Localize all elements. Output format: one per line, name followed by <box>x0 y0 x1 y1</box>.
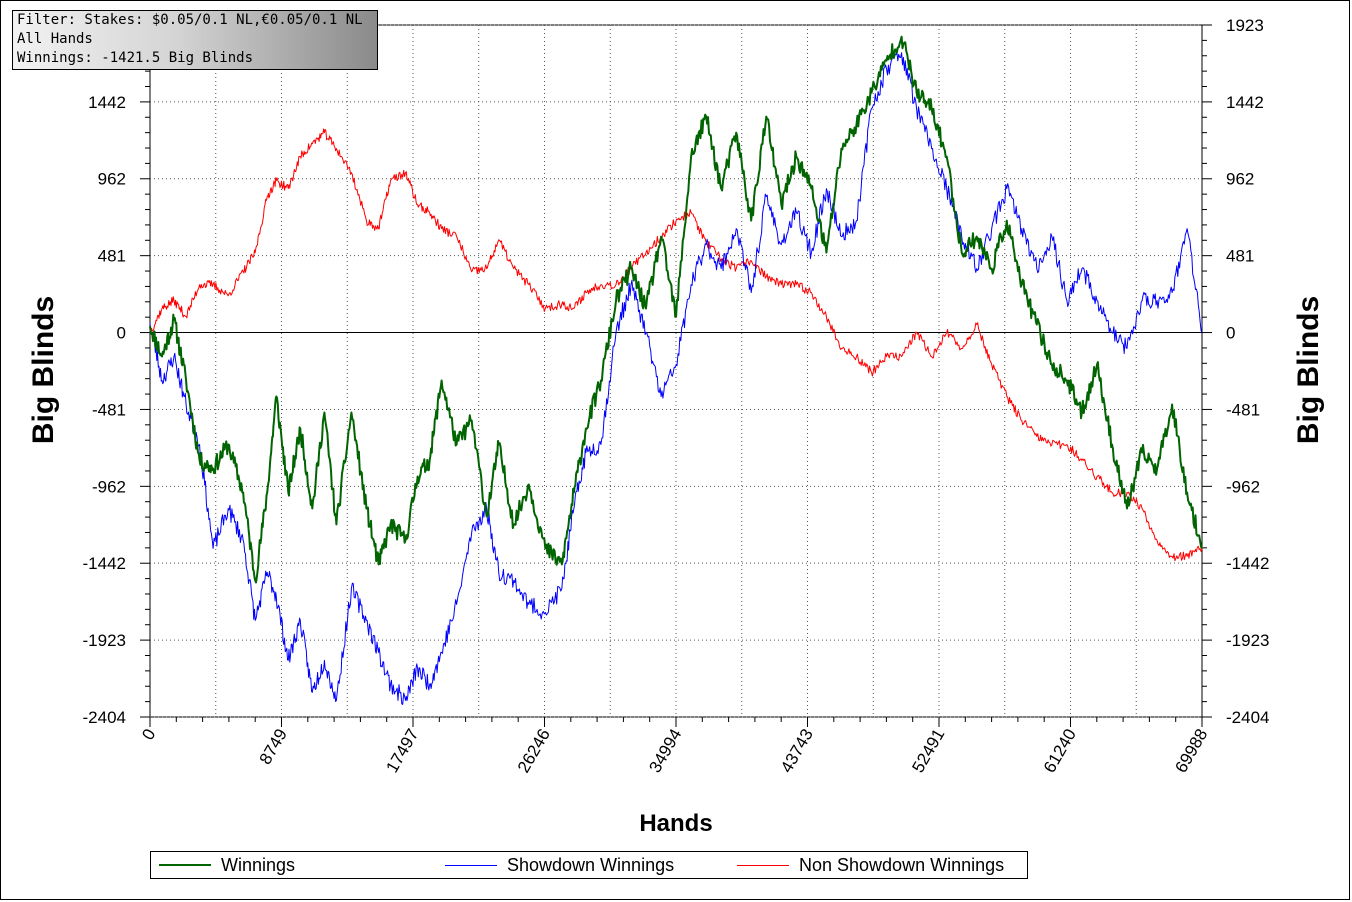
filter-info-box: Filter: Stakes: $0.05/0.1 NL,€0.05/0.1 N… <box>12 10 378 70</box>
x-tick-label: 69988 <box>1171 726 1211 776</box>
y-tick-label-right: 1923 <box>1226 16 1264 35</box>
y-tick-label-right: 0 <box>1226 324 1235 343</box>
x-tick-label: 52491 <box>908 726 948 776</box>
y-tick-label-right: -481 <box>1226 400 1260 419</box>
x-tick-label: 17497 <box>382 726 422 776</box>
y-tick-label-left: -1442 <box>83 554 126 573</box>
y-tick-label-left: 481 <box>98 247 126 266</box>
chart-legend: Winnings Showdown Winnings Non Showdown … <box>150 851 1028 879</box>
legend-label-winnings: Winnings <box>221 854 296 875</box>
y-tick-label-right: 1442 <box>1226 93 1264 112</box>
x-tick-label: 43743 <box>777 726 817 776</box>
legend-label-non-showdown: Non Showdown Winnings <box>799 854 1005 875</box>
x-tick-label: 34994 <box>645 726 685 776</box>
x-tick-label: 8749 <box>256 726 291 768</box>
series-line-winnings <box>149 35 1203 584</box>
filter-line: Filter: Stakes: $0.05/0.1 NL,€0.05/0.1 N… <box>17 12 363 28</box>
series-line-showdown <box>149 51 1203 705</box>
x-tick-label: 61240 <box>1040 726 1080 776</box>
y-tick-label-left: 962 <box>98 170 126 189</box>
legend-item-showdown: Showdown Winnings <box>445 852 674 878</box>
legend-item-non-showdown: Non Showdown Winnings <box>737 852 1004 878</box>
legend-label-showdown: Showdown Winnings <box>507 854 675 875</box>
y-tick-label-right: 481 <box>1226 247 1254 266</box>
y-tick-label-left: -962 <box>92 477 126 496</box>
y-tick-label-right: -962 <box>1226 477 1260 496</box>
hands-filter-line: All Hands <box>17 31 93 47</box>
y-tick-label-left: -481 <box>92 400 126 419</box>
winnings-summary-line: Winnings: -1421.5 Big Blinds <box>17 50 254 66</box>
legend-swatch-non-showdown <box>737 864 789 866</box>
series-layer <box>149 35 1203 705</box>
axis-ticks <box>140 24 1212 727</box>
y-tick-label-right: 962 <box>1226 170 1254 189</box>
y-axis-title-right: Big Blinds <box>1292 296 1325 444</box>
y-tick-label-right: -1923 <box>1226 631 1269 650</box>
x-axis-title: Hands <box>639 810 712 837</box>
x-tick-label: 0 <box>138 726 159 744</box>
y-tick-label-left: -1923 <box>83 631 126 650</box>
y-tick-label-right: -2404 <box>1226 708 1269 727</box>
legend-item-winnings: Winnings <box>159 852 295 878</box>
y-axis-title-left: Big Blinds <box>27 296 60 444</box>
legend-swatch-showdown <box>445 864 497 866</box>
gridlines <box>149 24 1203 718</box>
legend-swatch-winnings <box>159 864 211 866</box>
y-tick-label-left: 1442 <box>88 93 126 112</box>
x-tick-label: 26246 <box>514 726 554 776</box>
y-tick-label-left: 0 <box>117 324 126 343</box>
y-tick-label-right: -1442 <box>1226 554 1269 573</box>
series-line-non-showdown <box>149 128 1203 562</box>
y-tick-label-left: -2404 <box>83 708 126 727</box>
